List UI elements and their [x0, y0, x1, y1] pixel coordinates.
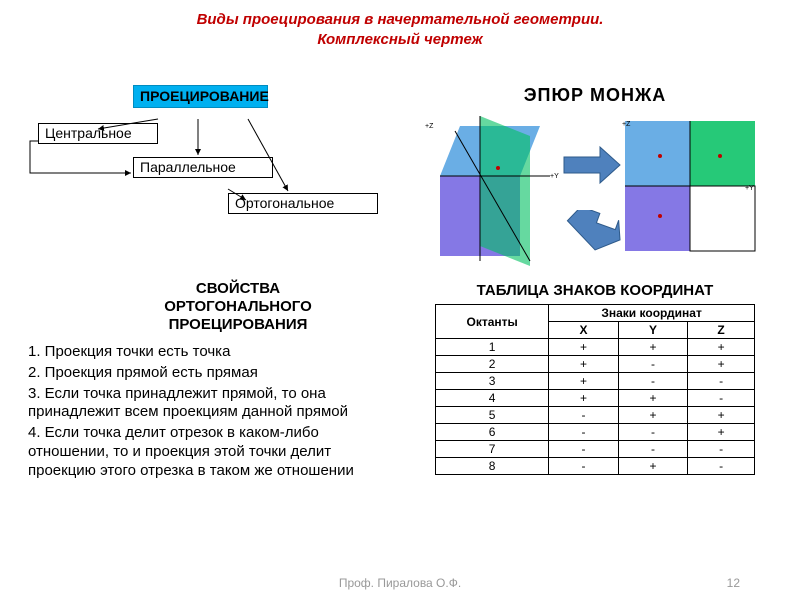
table-cell: -	[549, 407, 618, 424]
table-cell: +	[688, 356, 755, 373]
iso-planes-icon: +Z +Y	[420, 116, 570, 266]
prop-item: 2. Проекция прямой есть прямая	[28, 364, 373, 383]
table-cell: 3	[436, 373, 549, 390]
right-column: ЭПЮР МОНЖА +Z +Y +Z +Y	[410, 85, 780, 475]
table-title: ТАБЛИЦА ЗНАКОВ КООРДИНАТ	[410, 282, 780, 300]
table-cell: 4	[436, 390, 549, 407]
table-cell: +	[618, 339, 687, 356]
svg-text:+Z: +Z	[622, 121, 631, 128]
table-cell: -	[688, 441, 755, 458]
table-row: 4++-	[436, 390, 755, 407]
prop-item: 4. Если точка делит отрезок в каком-либо…	[28, 424, 373, 480]
table-cell: +	[688, 424, 755, 441]
table-cell: +	[618, 407, 687, 424]
title-line-1: Виды проецирования в начертательной геом…	[197, 11, 604, 28]
svg-text:+Y: +Y	[745, 185, 754, 192]
transform-arrow-icon	[562, 210, 622, 260]
table-row: 7---	[436, 441, 755, 458]
table-cell: -	[549, 441, 618, 458]
transform-arrow-icon	[562, 145, 622, 185]
props-heading: СВОЙСТВА ОРТОГОНАЛЬНОГО ПРОЕЦИРОВАНИЯ	[128, 280, 348, 334]
table-cell: -	[549, 458, 618, 475]
table-cell: 5	[436, 407, 549, 424]
table-row: 3+--	[436, 373, 755, 390]
table-cell: +	[549, 356, 618, 373]
table-cell: +	[688, 407, 755, 424]
table-cell: 7	[436, 441, 549, 458]
table-header-row: Октанты Знаки координат	[436, 305, 755, 322]
table-cell: +	[549, 339, 618, 356]
table-cell: -	[549, 424, 618, 441]
table-row: 1+++	[436, 339, 755, 356]
table-cell: -	[618, 356, 687, 373]
table-row: 5-++	[436, 407, 755, 424]
table-cell: 1	[436, 339, 549, 356]
flat-epure-icon: +Z +Y	[620, 116, 765, 266]
th-signs: Знаки координат	[549, 305, 755, 322]
th-z: Z	[688, 322, 755, 339]
prop-item: 3. Если точка принадлежит прямой, то она…	[28, 385, 373, 423]
th-octant: Октанты	[436, 305, 549, 339]
svg-text:+Z: +Z	[425, 123, 434, 130]
table-cell: +	[618, 458, 687, 475]
flowchart-arrows	[28, 85, 388, 245]
table-cell: 2	[436, 356, 549, 373]
table-row: 2+-+	[436, 356, 755, 373]
table-cell: -	[688, 373, 755, 390]
table-cell: -	[618, 373, 687, 390]
table-cell: -	[688, 458, 755, 475]
coord-table: Октанты Знаки координат X Y Z 1+++2+-+3+…	[435, 304, 755, 475]
prop-item: 1. Проекция точки есть точка	[28, 343, 373, 362]
props-list: 1. Проекция точки есть точка 2. Проекция…	[28, 343, 373, 482]
table-cell: +	[688, 339, 755, 356]
page-title: Виды проецирования в начертательной геом…	[0, 0, 800, 53]
table-cell: +	[549, 373, 618, 390]
table-cell: 8	[436, 458, 549, 475]
monge-diagram: +Z +Y +Z +Y	[410, 110, 770, 280]
table-cell: +	[618, 390, 687, 407]
table-cell: -	[618, 441, 687, 458]
table-cell: -	[618, 424, 687, 441]
th-y: Y	[618, 322, 687, 339]
footer-author: Проф. Пиралова О.Ф.	[0, 576, 800, 590]
epure-title: ЭПЮР МОНЖА	[410, 85, 780, 106]
table-row: 8-+-	[436, 458, 755, 475]
page-number: 12	[727, 576, 740, 590]
th-x: X	[549, 322, 618, 339]
table-cell: 6	[436, 424, 549, 441]
table-cell: -	[688, 390, 755, 407]
table-cell: +	[549, 390, 618, 407]
svg-text:+Y: +Y	[550, 173, 559, 180]
table-row: 6--+	[436, 424, 755, 441]
title-line-2: Комплексный чертеж	[317, 31, 482, 48]
